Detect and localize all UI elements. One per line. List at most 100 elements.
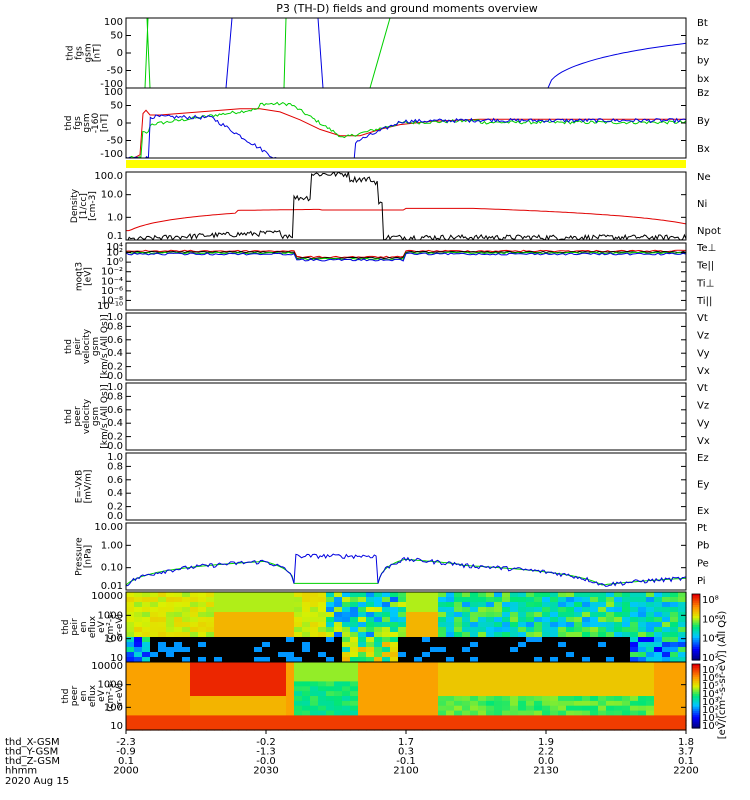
heat-cell <box>662 691 671 697</box>
heat-cell <box>446 676 455 683</box>
heat-cell <box>262 632 271 638</box>
heat-cell <box>550 691 559 697</box>
heat-cell <box>246 612 255 618</box>
heat-cell <box>358 681 367 687</box>
heat-cell <box>126 602 135 608</box>
heat-cell <box>142 657 151 663</box>
heat-cell <box>422 632 431 638</box>
heat-cell <box>630 597 639 603</box>
heat-cell <box>446 602 455 608</box>
heat-cell <box>638 627 647 633</box>
heat-cell <box>238 637 247 643</box>
heat-cell <box>238 662 247 668</box>
colorbar-swatch <box>692 600 700 604</box>
heat-cell <box>230 696 239 702</box>
heat-cell <box>622 657 631 663</box>
heat-cell <box>238 592 247 598</box>
heat-cell <box>206 602 215 608</box>
heat-cell <box>174 627 183 633</box>
heat-cell <box>270 597 279 603</box>
heat-cell <box>598 710 607 717</box>
heat-cell <box>286 632 295 638</box>
heat-cell <box>398 710 407 717</box>
heat-cell <box>350 602 359 608</box>
x-axis-value: 2100 <box>393 766 418 777</box>
heat-cell <box>566 637 575 643</box>
heat-cell <box>222 622 231 628</box>
heat-cell <box>238 627 247 633</box>
heat-cell <box>246 637 255 643</box>
heat-cell <box>254 647 263 653</box>
heat-cell <box>478 691 487 697</box>
heat-cell <box>590 597 599 603</box>
heat-cell <box>550 681 559 687</box>
heat-cell <box>222 637 231 643</box>
heat-cell <box>190 705 199 712</box>
y-tick-label: 0.10 <box>101 563 123 574</box>
heat-cell <box>350 627 359 633</box>
y-tick-label: 1.00 <box>101 540 123 551</box>
heat-cell <box>622 696 631 702</box>
heat-cell <box>502 642 511 648</box>
heat-cell <box>422 617 431 623</box>
heat-cell <box>222 686 231 692</box>
heat-cell <box>470 612 479 618</box>
heat-cell <box>214 710 223 717</box>
heat-cell <box>678 696 687 702</box>
heat-cell <box>534 622 543 628</box>
colorbar-swatch <box>692 598 700 602</box>
heat-cell <box>398 715 407 721</box>
heat-cell <box>606 647 615 653</box>
heat-cell <box>310 705 319 712</box>
colorbar-swatch <box>692 613 700 617</box>
heat-cell <box>566 617 575 623</box>
heat-cell <box>318 671 327 678</box>
heat-cell <box>406 725 415 731</box>
heat-cell <box>254 642 263 648</box>
y-tick-label: 0.6 <box>107 405 123 416</box>
heat-cell <box>366 705 375 712</box>
heat-cell <box>534 627 543 633</box>
series-Ni <box>127 172 686 240</box>
heat-cell <box>286 662 295 668</box>
heat-cell <box>206 627 215 633</box>
heat-cell <box>350 652 359 658</box>
heat-cell <box>238 691 247 697</box>
y-tick-label: 0.4 <box>107 488 123 499</box>
x-axis-row-label: thd_Z-GSM <box>5 756 60 767</box>
heat-cell <box>390 666 399 673</box>
heat-cell <box>190 627 199 633</box>
heat-cell <box>398 720 407 726</box>
heat-cell <box>294 710 303 717</box>
heat-cell <box>574 725 583 731</box>
heat-cell <box>638 696 647 702</box>
heat-cell <box>358 622 367 628</box>
heat-cell <box>350 676 359 683</box>
heat-cell <box>206 642 215 648</box>
heat-cell <box>462 622 471 628</box>
heat-cell <box>326 705 335 712</box>
heat-cell <box>470 592 479 598</box>
legend-entry: Ex <box>697 506 709 517</box>
heat-cell <box>374 632 383 638</box>
heat-cell <box>470 647 479 653</box>
heat-cell <box>190 676 199 683</box>
heat-cell <box>518 691 527 697</box>
heat-cell <box>158 617 167 623</box>
heat-cell <box>478 647 487 653</box>
heat-cell <box>654 657 663 663</box>
heat-cell <box>278 607 287 613</box>
heat-cell <box>270 662 279 668</box>
heat-cell <box>630 657 639 663</box>
heat-cell <box>630 632 639 638</box>
heat-cell <box>254 696 263 702</box>
mode-bar <box>126 160 686 168</box>
heat-cell <box>598 612 607 618</box>
heat-cell <box>278 700 287 707</box>
heat-cell <box>510 720 519 726</box>
heat-cell <box>158 597 167 603</box>
heat-cell <box>358 662 367 668</box>
heat-cell <box>278 642 287 648</box>
heat-cell <box>454 657 463 663</box>
heat-cell <box>342 691 351 697</box>
